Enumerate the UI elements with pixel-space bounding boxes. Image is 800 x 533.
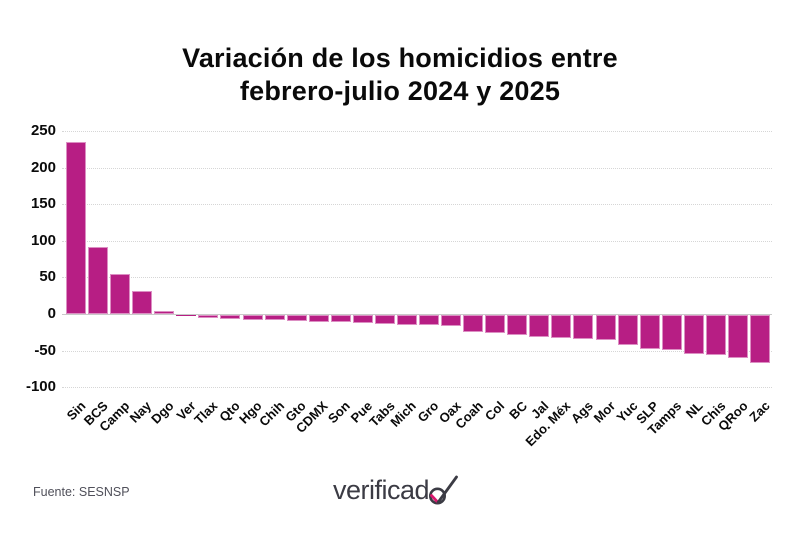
x-category-label-Mor: Mor (590, 398, 618, 426)
gridline-150 (62, 204, 772, 206)
x-category-label-Dgo: Dgo (148, 398, 177, 427)
bar-CDMX (308, 315, 329, 322)
bar-BC (507, 315, 528, 335)
gridline-250 (62, 131, 772, 132)
y-tick-label-200: 200 (30, 158, 56, 176)
x-category-label-Col: Col (482, 398, 508, 424)
bar-Tamps (661, 315, 682, 350)
bar-Hgo (242, 315, 263, 320)
y-tick-label-150: 150 (30, 195, 56, 213)
bar-Gro (419, 315, 440, 325)
bar-Coah (463, 315, 484, 332)
x-category-label-BC: BC (505, 398, 530, 423)
gridline-100 (62, 240, 772, 242)
bar-Sin (66, 142, 86, 314)
gridline-200 (62, 167, 772, 169)
gridline--50 (62, 350, 772, 352)
x-category-label-Zac: Zac (745, 398, 773, 425)
bar-Chis (705, 315, 726, 355)
bar-Col (485, 315, 506, 333)
bar-SLP (639, 315, 660, 349)
bar-Oax (441, 315, 462, 326)
verificado-logo: verificad (333, 472, 460, 506)
bar-BCS (88, 247, 109, 314)
y-tick-label-100: 100 (30, 231, 56, 249)
verificado-logo-text: verificad (333, 475, 430, 505)
y-tick-label--100: -100 (25, 378, 56, 396)
bar-Jal (529, 315, 550, 337)
bar-Nay (132, 291, 153, 314)
chart-title: Variación de los homicidios entre febrer… (0, 42, 800, 108)
bar-Ver (176, 315, 197, 316)
bar-Yuc (617, 315, 638, 345)
y-tick-label-50: 50 (39, 268, 56, 286)
gridline-0 (62, 314, 772, 315)
bar-Edo. Méx (551, 315, 572, 338)
bar-Qto (220, 315, 241, 319)
bar-Ags (573, 315, 594, 339)
bar-QRoo (727, 315, 748, 358)
bar-Mor (595, 315, 616, 340)
gridline-50 (62, 277, 772, 279)
bar-Pue (352, 315, 373, 323)
bar-Camp (110, 274, 131, 314)
bar-Son (330, 315, 351, 322)
bar-NL (683, 315, 704, 354)
gridline--100 (62, 387, 772, 389)
chart-title-line2: febrero-julio 2024 y 2025 (239, 76, 561, 106)
bar-Tabs (374, 315, 395, 324)
bar-Chih (264, 315, 285, 320)
bar-Zac (750, 315, 770, 363)
y-tick-label-250: 250 (30, 122, 56, 139)
y-tick-label--50: -50 (34, 341, 56, 359)
chart-title-line1: Variación de los homicidios entre (182, 43, 618, 73)
bar-Tlax (198, 315, 219, 318)
y-tick-label-0: 0 (47, 305, 56, 322)
bar-Dgo (154, 311, 175, 314)
bar-Gto (286, 315, 307, 321)
check-o-icon (429, 475, 458, 505)
x-category-label-Gro: Gro (414, 398, 442, 426)
source-label: Fuente: SESNSP (33, 485, 130, 499)
bar-Mich (396, 315, 417, 325)
